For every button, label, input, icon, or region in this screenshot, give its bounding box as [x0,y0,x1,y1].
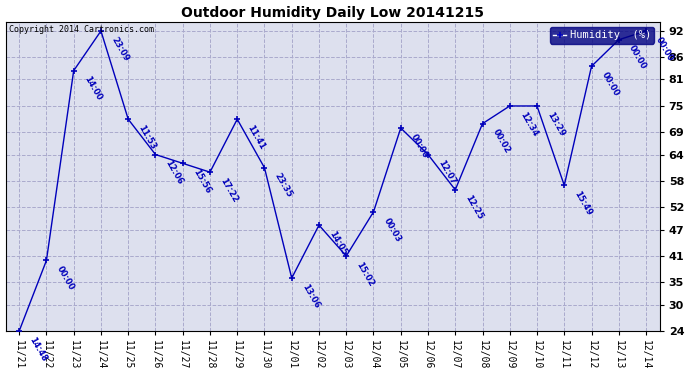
Humidity  (%) [424,152,432,157]
Humidity  (%) [151,152,159,157]
Humidity  (%) [288,276,296,280]
Text: 00:00: 00:00 [600,70,621,98]
Text: 14:48: 14:48 [28,335,49,363]
Text: 23:09: 23:09 [109,35,130,63]
Text: 17:22: 17:22 [218,176,239,204]
Text: 00:00: 00:00 [409,132,430,159]
Text: Copyright 2014 Cartronics.com: Copyright 2014 Cartronics.com [9,25,154,34]
Humidity  (%) [233,117,242,122]
Line: Humidity  (%): Humidity (%) [16,27,649,334]
Humidity  (%) [260,165,268,170]
Humidity  (%) [506,104,514,108]
Text: 00:02: 00:02 [491,128,512,155]
Text: 00:00: 00:00 [627,44,648,71]
Text: 11:41: 11:41 [246,123,267,151]
Text: 13:06: 13:06 [300,282,321,310]
Text: 14:00: 14:00 [82,75,103,102]
Humidity  (%) [451,188,460,192]
Text: 14:05: 14:05 [327,229,348,257]
Text: 00:00: 00:00 [55,265,76,292]
Humidity  (%) [478,122,486,126]
Humidity  (%) [15,329,23,333]
Title: Outdoor Humidity Daily Low 20141215: Outdoor Humidity Daily Low 20141215 [181,6,484,20]
Humidity  (%) [179,161,187,166]
Text: 12:34: 12:34 [518,110,540,138]
Text: 12:06: 12:06 [164,159,185,186]
Text: 00:03: 00:03 [382,216,403,243]
Humidity  (%) [560,183,569,188]
Humidity  (%) [369,210,377,214]
Text: 23:35: 23:35 [273,172,294,200]
Text: 11:53: 11:53 [137,123,158,151]
Humidity  (%) [587,64,595,69]
Text: 12:25: 12:25 [464,194,485,222]
Humidity  (%) [642,29,650,33]
Text: 00:00: 00:00 [654,35,676,63]
Humidity  (%) [397,126,405,130]
Humidity  (%) [70,68,78,73]
Humidity  (%) [615,38,623,42]
Legend: Humidity  (%): Humidity (%) [551,27,654,44]
Text: 15:56: 15:56 [191,168,213,195]
Humidity  (%) [97,29,105,33]
Humidity  (%) [124,117,132,122]
Text: 12:07: 12:07 [436,159,457,186]
Text: 15:02: 15:02 [355,260,376,288]
Humidity  (%) [342,254,351,258]
Humidity  (%) [206,170,214,174]
Text: 15:49: 15:49 [573,190,594,217]
Humidity  (%) [533,104,541,108]
Humidity  (%) [315,223,323,227]
Humidity  (%) [42,258,50,262]
Text: 13:29: 13:29 [545,110,566,138]
